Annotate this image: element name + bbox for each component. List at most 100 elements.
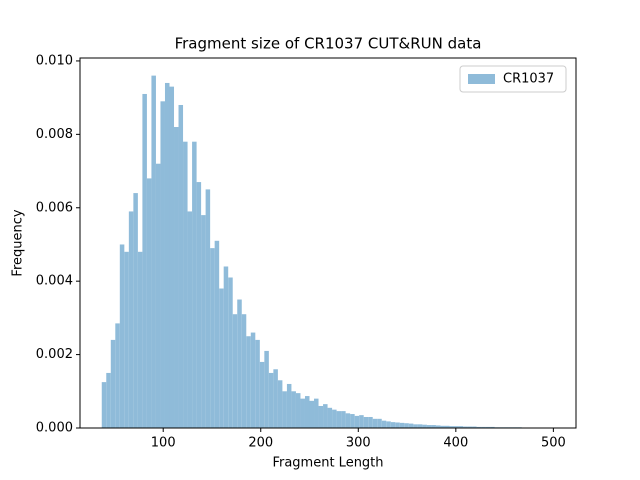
bar	[110, 339, 116, 428]
x-tick-label: 200	[248, 436, 273, 451]
bar	[404, 423, 409, 428]
legend-label: CR1037	[503, 72, 554, 87]
bar	[282, 391, 287, 428]
x-tick-label: 100	[151, 436, 176, 451]
bar	[304, 396, 310, 428]
bar	[259, 361, 265, 428]
bar	[417, 424, 423, 428]
bar	[309, 400, 315, 428]
bar	[183, 141, 188, 428]
y-axis-label: Frequency	[11, 209, 26, 276]
bar	[146, 178, 152, 428]
bar	[142, 93, 147, 428]
bar	[201, 215, 206, 428]
y-tick-label: 0.000	[36, 421, 73, 436]
bar	[223, 266, 229, 428]
bar	[485, 426, 491, 428]
bar	[381, 420, 387, 428]
bar	[490, 426, 495, 428]
bar	[314, 398, 319, 428]
bar	[205, 189, 211, 428]
bar	[187, 211, 193, 428]
bar	[273, 369, 278, 428]
bar	[444, 425, 450, 428]
bar	[399, 422, 405, 428]
bar	[368, 416, 373, 428]
bar	[155, 163, 161, 428]
bar	[336, 411, 342, 428]
bar	[214, 240, 220, 428]
bar	[192, 141, 197, 428]
bar	[476, 426, 482, 428]
bar	[449, 426, 455, 428]
bar	[332, 409, 337, 428]
bar	[327, 407, 333, 428]
bar	[128, 211, 134, 428]
bar	[174, 127, 179, 428]
bar	[431, 425, 436, 428]
bar	[395, 422, 400, 428]
bar	[408, 423, 414, 428]
y-tick-label: 0.010	[36, 53, 73, 68]
bar	[454, 426, 459, 428]
bar	[467, 426, 473, 428]
bar	[106, 372, 111, 428]
bar	[359, 415, 364, 428]
y-tick-label: 0.008	[36, 127, 73, 142]
bar	[435, 425, 441, 428]
bar	[164, 82, 170, 428]
y-tick-label: 0.004	[36, 274, 73, 289]
bar	[210, 248, 215, 428]
legend-box	[459, 65, 567, 93]
bar	[354, 415, 360, 428]
bar	[196, 182, 202, 428]
bar	[341, 411, 346, 428]
bar	[178, 104, 184, 428]
bar	[286, 383, 292, 428]
bar	[426, 425, 432, 428]
bar	[300, 398, 305, 428]
bar	[268, 372, 274, 428]
bar	[101, 382, 107, 428]
bar	[318, 405, 324, 428]
bar	[363, 416, 369, 428]
y-tick-label: 0.002	[36, 347, 73, 362]
bar	[277, 380, 283, 428]
bar	[372, 418, 378, 428]
bar	[228, 277, 233, 428]
bar	[232, 314, 238, 428]
bar	[115, 323, 120, 428]
bar	[169, 86, 175, 428]
bar	[386, 421, 391, 428]
bar	[160, 101, 165, 429]
bar	[250, 332, 256, 428]
bar	[350, 414, 355, 428]
bar	[246, 336, 251, 428]
chart-title: Fragment size of CR1037 CUT&RUN data	[175, 35, 482, 53]
bar	[472, 426, 477, 428]
bar	[390, 422, 396, 428]
bar	[440, 425, 445, 428]
bar	[481, 426, 486, 428]
bar	[458, 426, 464, 428]
bar	[413, 424, 418, 428]
bar	[137, 251, 143, 428]
bar	[264, 350, 269, 428]
bar	[133, 193, 138, 428]
bar	[377, 418, 382, 428]
bar	[291, 391, 296, 428]
bar	[295, 393, 301, 428]
x-axis-label: Fragment Length	[272, 456, 383, 471]
bar	[124, 251, 129, 428]
x-tick-label: 300	[346, 436, 371, 451]
plot-frame	[79, 57, 577, 429]
y-tick-label: 0.006	[36, 200, 73, 215]
bar	[119, 244, 125, 428]
x-tick-label: 400	[443, 436, 468, 451]
bar	[422, 424, 427, 428]
legend-swatch	[468, 74, 495, 84]
bar	[345, 413, 351, 428]
bar	[151, 75, 156, 428]
bar	[463, 426, 468, 428]
